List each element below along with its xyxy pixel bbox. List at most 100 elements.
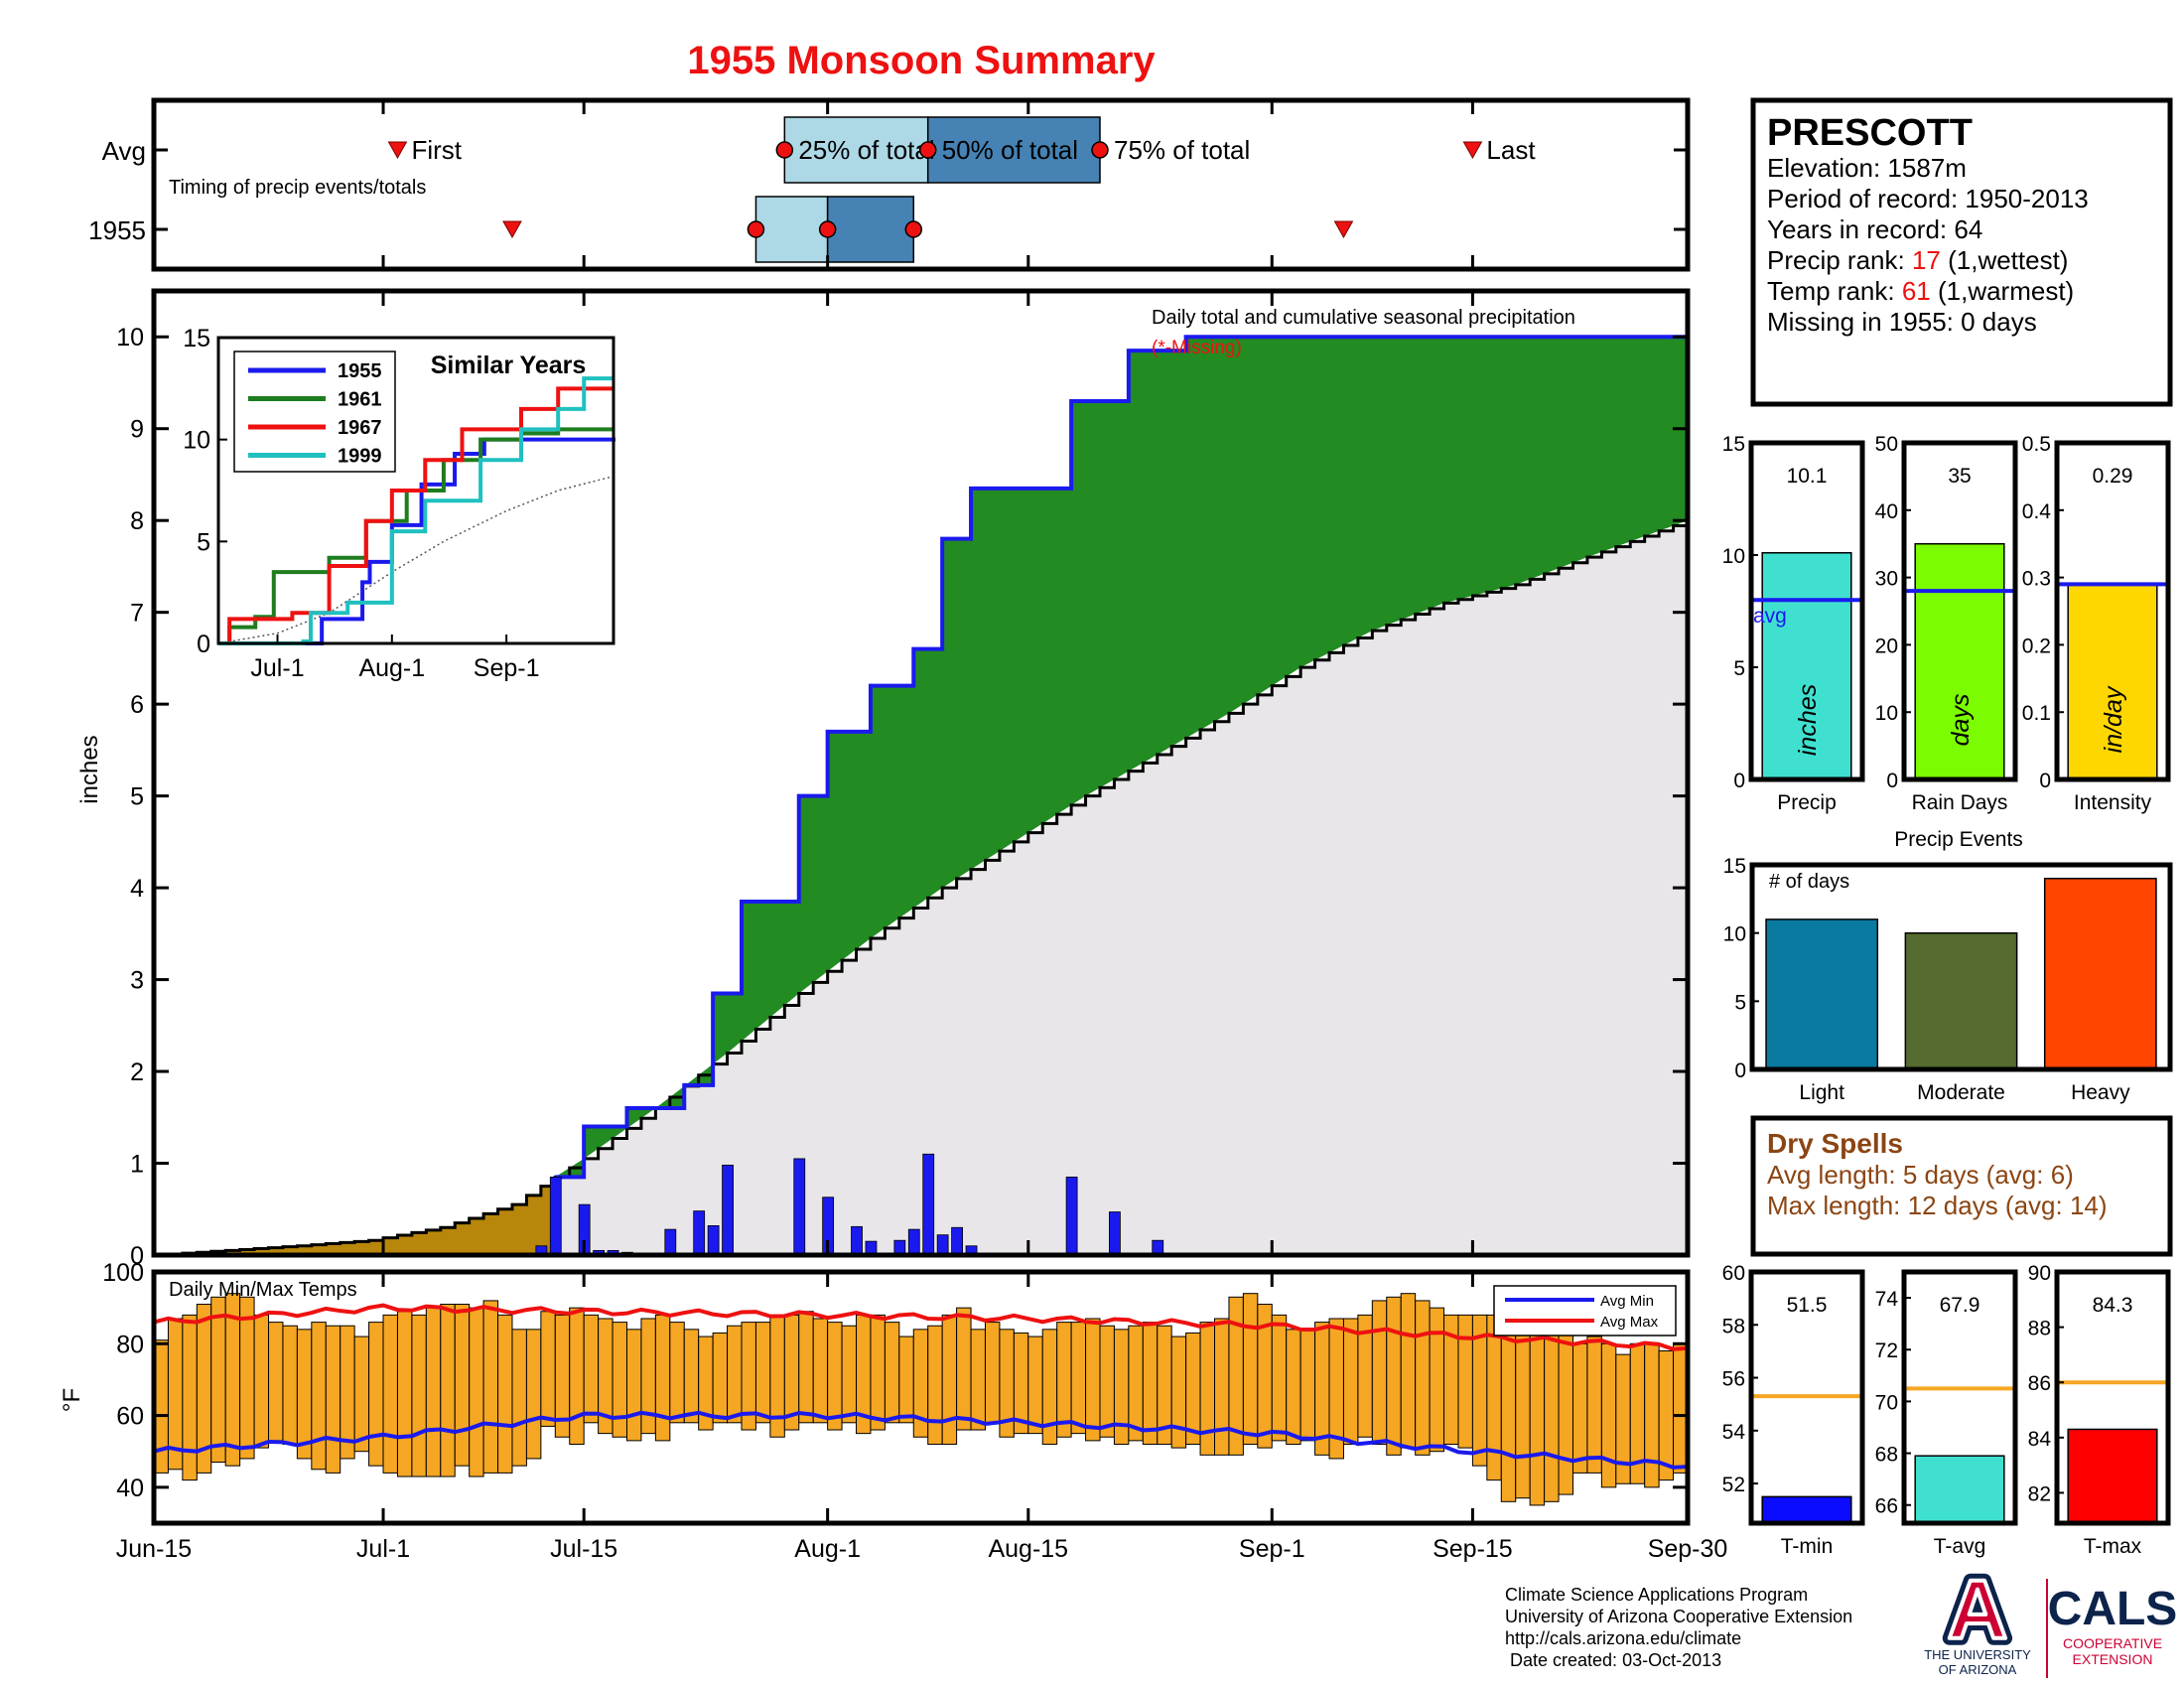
precip-summary-charts: 0 5 10 15 10.1 Precip inches avg 0 10 20 30 40 50 35 Ra… (1722, 433, 2171, 814)
legend-avg-min-label: Avg Min (1600, 1293, 1654, 1310)
summary-ytick-label: 82 (2028, 1482, 2051, 1505)
summary-ytick-label: 52 (1722, 1474, 1745, 1496)
summary-ytick-label: 0.1 (2022, 702, 2051, 725)
daily-temp-bar (654, 1314, 671, 1442)
dry-spells-box: Dry Spells Avg length: 5 days (avg: 6) M… (1750, 1115, 2173, 1257)
daily-temp-bar (827, 1322, 843, 1431)
daily-temp-bar (1185, 1332, 1201, 1445)
daily-temp-bar (482, 1300, 499, 1474)
station-years: Years in record: 64 (1767, 214, 1982, 244)
inset-legend-label: 1961 (338, 389, 382, 411)
year-last-marker (1333, 220, 1354, 239)
events-category-label: Light (1799, 1081, 1844, 1104)
daily-temp-bar (1415, 1300, 1431, 1456)
daily-temp-bar (884, 1322, 900, 1424)
year-first-marker (502, 220, 522, 239)
footer-line-3: http://cals.arizona.edu/climate (1505, 1628, 1741, 1648)
avg-last-label: Last (1486, 135, 1536, 165)
summary-category-label: Rain Days (1912, 791, 2008, 814)
daily-precip-bar (951, 1226, 963, 1256)
avg-first-label: First (411, 135, 462, 165)
cals-sub-1: COOPERATIVE (2063, 1635, 2162, 1651)
daily-temp-bar (956, 1307, 972, 1431)
avg-p50-marker (918, 141, 937, 159)
summary-ytick-label: 60 (1722, 1262, 1745, 1285)
events-ytick-label: 0 (1734, 1059, 1746, 1082)
date-axis-label: Sep-1 (1239, 1535, 1305, 1563)
events-ytick-label: 5 (1734, 991, 1746, 1014)
inset-ytick-label: 0 (197, 631, 210, 658)
year-p50-marker (818, 220, 837, 238)
daily-temp-bar (1544, 1322, 1560, 1502)
daily-temp-bar (569, 1307, 585, 1445)
summary-ytick-label: 0 (1733, 770, 1745, 792)
daily-temp-bar (1242, 1293, 1259, 1445)
inset-plot: 0 5 10 15 Jul-1 Aug-1 Sep-1 (183, 325, 615, 682)
daily-temp-bar (1056, 1322, 1072, 1438)
daily-precip-bar (1065, 1176, 1078, 1256)
daily-precip-bar (922, 1153, 935, 1256)
summary-ytick-label: 0 (1886, 770, 1898, 792)
legend-avg-max-label: Avg Max (1600, 1314, 1659, 1331)
temp-ytick-label: 80 (116, 1331, 144, 1358)
footer-line-1: Climate Science Applications Program (1505, 1585, 1808, 1605)
similar-years-inset: 0 5 10 15 Jul-1 Aug-1 Sep-1 Similar Years 1955… (183, 325, 615, 682)
daily-precip-bar (693, 1210, 706, 1256)
events-category-label: Heavy (2071, 1081, 2130, 1104)
daily-temp-bar (970, 1329, 986, 1431)
avg-cumulative-line (154, 520, 1690, 1257)
avg-cumulative-fill (154, 520, 1688, 1255)
main-ytick-label: 5 (130, 783, 144, 811)
summary-category-label: T-max (2084, 1535, 2142, 1558)
summary-ytick-label: 88 (2028, 1318, 2051, 1340)
daily-temp-bar (1214, 1318, 1230, 1456)
daily-temp-bar (454, 1304, 471, 1467)
daily-temp-bar (612, 1322, 627, 1438)
station-period: Period of record: 1950-2013 (1767, 184, 2089, 213)
main-frame (151, 288, 1691, 1258)
daily-temp-bar (1400, 1293, 1417, 1449)
summary-chart-frame (1748, 1269, 1865, 1526)
ua-a-outline: A (1948, 1563, 2008, 1656)
daily-precip-bar (722, 1164, 734, 1256)
daily-temp-bar (440, 1304, 456, 1477)
inset-series-line (218, 376, 614, 645)
temp-ylabel: °F (59, 1388, 85, 1412)
year-p75-marker (904, 220, 923, 238)
station-frame (1750, 97, 2173, 407)
summary-ytick-label: 68 (1875, 1444, 1898, 1467)
inset-ytick-label: 15 (183, 325, 210, 352)
daily-precip-bar (707, 1225, 720, 1256)
precip-rank-label: Precip rank: (1767, 245, 1912, 275)
daily-temp-bar (1429, 1307, 1445, 1453)
precip-rank-value: 17 (1912, 245, 1941, 275)
main-precip-panel: inches 0 1 2 3 4 5 6 7 8 9 10 Daily total and cumu… (76, 288, 1691, 1270)
summary-ytick-label: 0 (2039, 770, 2051, 792)
ua-a-letter: A (1948, 1563, 2008, 1656)
timing-panel: Avg 1955 Timing of precip events/totals … (88, 97, 1691, 272)
date-axis-label: Sep-15 (1433, 1535, 1513, 1563)
summary-ytick-label: 0.2 (2022, 634, 2051, 657)
daily-temp-bar (268, 1322, 284, 1442)
summary-ytick-label: 84 (2028, 1428, 2052, 1451)
page-title: 1955 Monsoon Summary (687, 39, 1156, 82)
main-ytick-label: 2 (130, 1058, 144, 1086)
daily-temp-bar (1070, 1322, 1087, 1435)
daily-temp-bar (325, 1325, 341, 1474)
summary-value-label: 67.9 (1940, 1294, 1980, 1317)
cumulative-1955-line (555, 327, 1690, 1180)
year-box-50-75 (826, 196, 915, 263)
summary-ytick-label: 70 (1875, 1391, 1898, 1414)
daily-temp-bar (1170, 1336, 1187, 1449)
temperature-panel: °F 40 60 80 100 Daily Min/Max Temps Avg Min… (59, 1259, 1727, 1563)
daily-temp-bar (1027, 1336, 1043, 1435)
main-ylabel: inches (76, 735, 103, 803)
inset-legend-items: 1955 1961 1967 1999 (248, 360, 382, 468)
main-ytick-label: 8 (130, 507, 144, 535)
summary-ytick-label: 86 (2028, 1372, 2051, 1395)
summary-ytick-label: 0.5 (2022, 433, 2051, 456)
summary-value-label: 84.3 (2093, 1294, 2133, 1317)
date-axis-label: Aug-15 (988, 1535, 1068, 1563)
daily-temp-bar (712, 1332, 729, 1424)
